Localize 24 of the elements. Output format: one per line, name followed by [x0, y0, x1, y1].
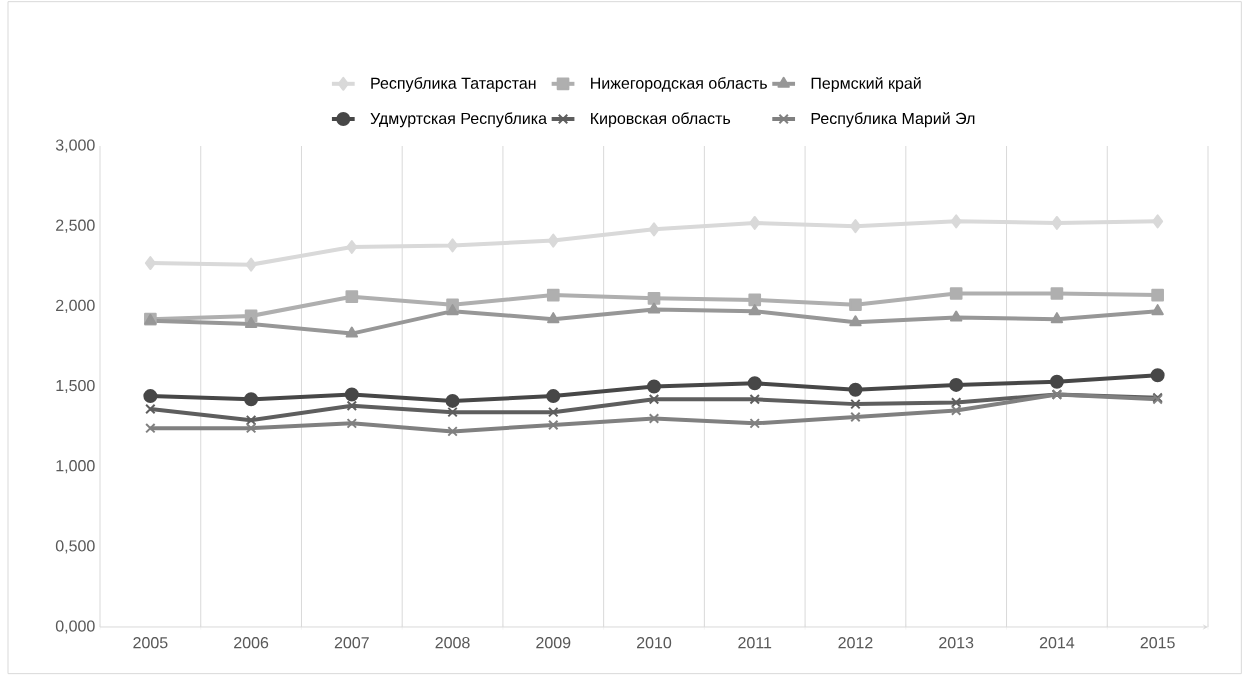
legend-label: Удмуртская Республика	[370, 112, 547, 128]
legend-label: Республика Марий Эл	[811, 112, 975, 128]
legend-label: Кировская область	[591, 112, 731, 128]
y-tick-label: 3,000	[55, 139, 95, 153]
legend-label: Нижегородская область	[591, 76, 767, 93]
x-tick-label: 2013	[939, 637, 974, 649]
x-tick-label: 2012	[838, 637, 873, 649]
x-tick-label: 2011	[738, 637, 772, 649]
x-tick-label: 2008	[435, 637, 470, 649]
x-tick-label: 2014	[1039, 637, 1075, 649]
y-tick-label: 2,000	[56, 299, 95, 313]
y-tick-label: 0,500	[55, 540, 95, 554]
x-tick-label: 2009	[536, 637, 571, 649]
x-tick-label: 2005	[133, 637, 168, 649]
y-tick-label: 2,500	[56, 219, 95, 233]
x-tick-label: 2006	[234, 637, 269, 649]
x-tick-label: 2010	[637, 637, 672, 649]
legend-label: Пермский край	[811, 76, 921, 93]
y-tick-label: 1,000	[56, 460, 95, 474]
x-tick-label: 2015	[1140, 637, 1175, 649]
x-tick-label: 2007	[334, 637, 369, 649]
y-tick-label: 0,000	[55, 620, 95, 634]
legend-label: Республика Татарстан	[371, 76, 536, 93]
y-tick-label: 1,500	[56, 379, 95, 394]
